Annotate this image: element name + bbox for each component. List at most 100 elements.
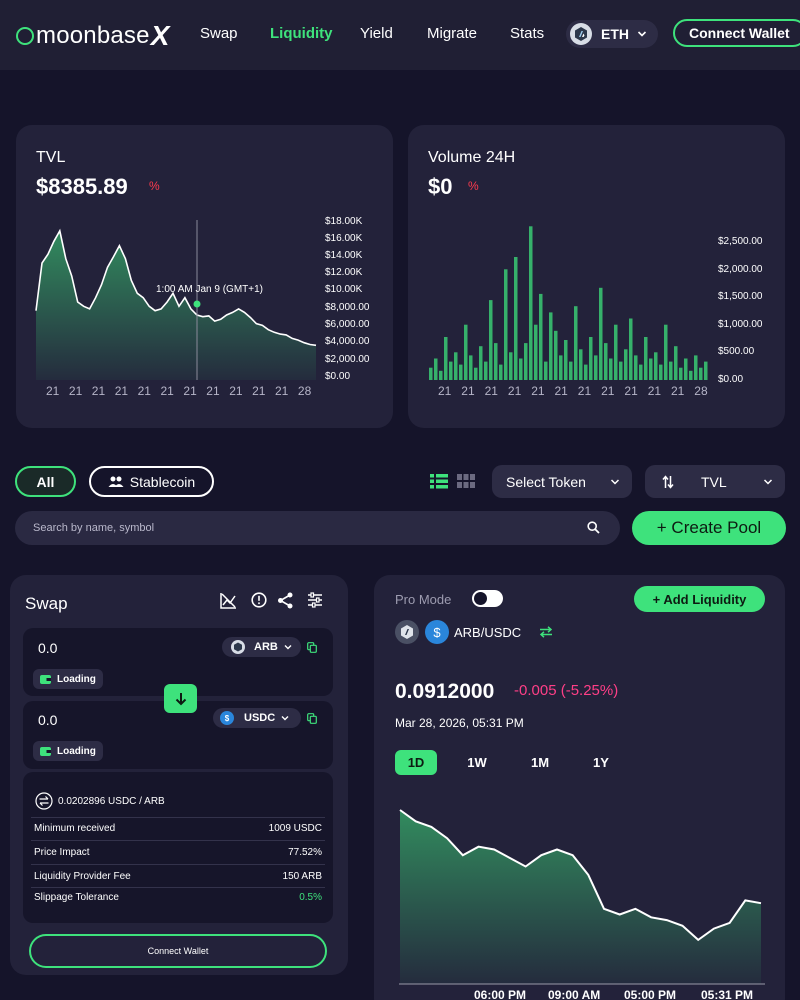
pro-mode-label: Pro Mode	[395, 592, 452, 607]
lp-fee-label: Liquidity Provider Fee	[34, 871, 131, 882]
volume-bar	[544, 361, 548, 380]
volume-bar	[679, 367, 683, 380]
pro-mode-toggle[interactable]	[472, 590, 503, 607]
tvl-x-tick: 21	[275, 384, 289, 398]
volume-x-tick: 21	[438, 384, 452, 398]
volume-bar	[569, 361, 573, 380]
nav-link-migrate[interactable]: Migrate	[427, 25, 478, 42]
swap-pair-icon[interactable]	[539, 626, 553, 638]
network-label: ETH	[601, 26, 629, 42]
volume-bar	[574, 306, 578, 380]
swap-to-token-select[interactable]: $ USDC	[213, 708, 301, 728]
volume-bar	[489, 300, 493, 380]
arb-token-icon	[395, 620, 419, 644]
volume-bar	[649, 358, 653, 380]
volume-bar	[584, 364, 588, 380]
copy-icon[interactable]	[307, 642, 317, 653]
volume-x-tick: 21	[461, 384, 475, 398]
network-selector[interactable]: ETH	[566, 20, 658, 48]
nav-link-stats[interactable]: Stats	[510, 25, 545, 42]
pair-date: Mar 28, 2026, 05:31 PM	[395, 716, 524, 730]
volume-bar	[674, 346, 678, 380]
pair-price-chart[interactable]	[399, 790, 765, 986]
range-1m-button[interactable]: 1M	[530, 755, 550, 770]
settings-sliders-icon[interactable]	[307, 592, 323, 608]
volume-x-tick: 21	[531, 384, 545, 398]
nav-link-liquidity[interactable]: Liquidity	[270, 25, 333, 42]
volume-bar	[459, 364, 463, 380]
arrow-down-icon	[175, 692, 186, 705]
swap-from-token-label: ARB	[254, 641, 278, 653]
tvl-x-tick: 21	[206, 384, 220, 398]
list-view-icon[interactable]	[430, 474, 448, 489]
select-token-dropdown[interactable]: Select Token	[492, 465, 632, 498]
nav-link-swap[interactable]: Swap	[200, 25, 238, 42]
pair-price-change: -0.005 (-5.25%)	[514, 682, 619, 699]
tvl-x-tick: 21	[137, 384, 151, 398]
connect-wallet-button[interactable]: Connect Wallet	[673, 19, 800, 47]
pair-x-label: 05:00 PM	[624, 988, 677, 1000]
slippage-value[interactable]: 0.5%	[299, 892, 322, 903]
volume-x-tick: 28	[694, 384, 708, 398]
share-icon[interactable]	[277, 592, 294, 609]
volume-x-tick: 21	[554, 384, 568, 398]
volume-bar	[534, 324, 538, 380]
swap-connect-wallet-button[interactable]: Connect Wallet	[29, 934, 327, 968]
sort-dropdown[interactable]: TVL	[645, 465, 785, 498]
swap-direction-button[interactable]	[164, 684, 197, 713]
tvl-y-tick: $4,000.00	[325, 336, 370, 347]
swap-from-token-select[interactable]: ARB	[222, 637, 301, 657]
volume-x-tick: 21	[507, 384, 522, 398]
volume-bar	[619, 361, 623, 380]
volume-bar	[474, 367, 478, 380]
range-1w-button[interactable]: 1W	[467, 755, 487, 770]
create-pool-button[interactable]: + Create Pool	[632, 511, 786, 545]
volume-bar	[454, 352, 458, 380]
volume-bar	[594, 355, 598, 380]
add-liquidity-button[interactable]: + Add Liquidity	[634, 586, 765, 612]
min-received-value: 1009 USDC	[268, 823, 322, 834]
grid-view-icon[interactable]	[457, 474, 475, 489]
swap-from-amount-input[interactable]: 0.0	[38, 640, 58, 656]
tvl-y-tick: $8,000.00	[325, 302, 370, 313]
volume-bar	[504, 269, 508, 380]
volume-bar	[479, 346, 483, 380]
pool-search-input[interactable]: Search by name, symbol	[15, 511, 620, 545]
volume-bar	[669, 361, 673, 380]
arbitrum-network-icon	[570, 23, 592, 45]
tvl-chart[interactable]	[30, 210, 320, 382]
toggle-knob	[474, 592, 487, 605]
copy-icon[interactable]	[307, 713, 317, 724]
volume-bar	[509, 352, 513, 380]
volume-bar	[694, 355, 698, 380]
volume-bar	[624, 349, 628, 380]
price-impact-label: Price Impact	[34, 847, 90, 858]
swap-title: Swap	[25, 594, 68, 613]
volume-chart[interactable]	[426, 210, 712, 382]
swap-to-token-label: USDC	[244, 712, 276, 724]
volume-bar	[639, 364, 643, 380]
volume-bar	[689, 370, 693, 380]
range-1y-button[interactable]: 1Y	[593, 755, 609, 770]
wallet-icon	[40, 746, 51, 756]
chevron-down-icon	[637, 31, 647, 37]
volume-y-tick: $0.00	[718, 374, 744, 385]
swap-to-balance-text: Loading	[57, 745, 96, 757]
moonbase-logo[interactable]: moonbase X	[16, 20, 169, 52]
nav-link-yield[interactable]: Yield	[360, 25, 393, 42]
swap-to-amount-input[interactable]: 0.0	[38, 712, 58, 728]
info-icon[interactable]	[251, 592, 267, 608]
volume-bar	[609, 358, 613, 380]
tvl-x-tick: 28	[297, 384, 312, 398]
filter-stablecoin-button[interactable]: Stablecoin	[89, 466, 214, 497]
chart-toggle-icon[interactable]	[219, 592, 237, 610]
tvl-x-tick: 21	[229, 384, 243, 398]
filter-all-button[interactable]: All	[15, 466, 76, 497]
tvl-x-tick: 21	[68, 384, 83, 398]
swap-rate: 0.0202896 USDC / ARB	[35, 792, 165, 810]
usdc-token-icon: $	[425, 620, 449, 644]
range-1d-button[interactable]: 1D	[395, 750, 437, 775]
volume-bar	[629, 318, 633, 380]
tvl-x-tick: 21	[114, 384, 129, 398]
search-icon	[587, 521, 600, 534]
